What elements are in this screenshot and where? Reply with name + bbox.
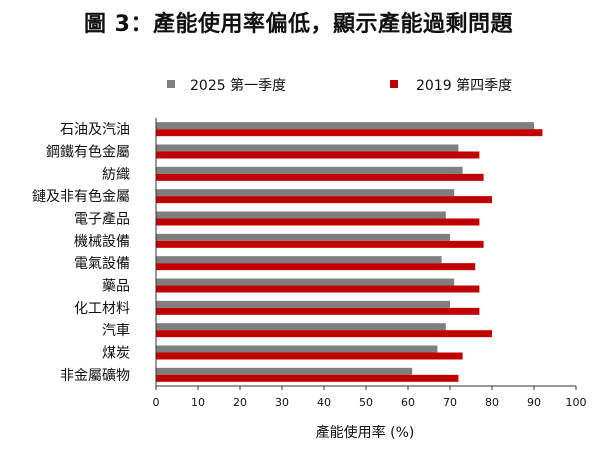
x-axis-title: 產能使用率 (%) (316, 424, 415, 441)
bar-series-1-9 (156, 300, 450, 308)
x-tick-label-4: 30 (275, 396, 289, 409)
bar-series-1-1 (156, 122, 534, 130)
bar-series-2-1 (156, 129, 543, 137)
bar-series-2-4 (156, 196, 492, 204)
bar-series-1-5 (156, 211, 446, 219)
x-tick-label-5: 40 (317, 396, 331, 409)
bar-series-1-7 (156, 256, 442, 264)
bar-series-2-10 (156, 330, 492, 338)
legend-label-series-2: 2019 第四季度 (416, 77, 512, 94)
bar-series-1-11 (156, 345, 438, 353)
bar-series-1-2 (156, 144, 459, 152)
category-label-12: 非金屬礦物 (60, 367, 130, 384)
category-label-1: 石油及汽油 (60, 122, 130, 138)
bar-series-1-6 (156, 233, 450, 241)
legend-swatch-series-1 (167, 80, 175, 88)
x-tick-label-6: 50 (359, 396, 373, 409)
bar-series-1-8 (156, 278, 455, 286)
bar-series-2-12 (156, 374, 459, 382)
bar-series-2-2 (156, 151, 480, 159)
category-label-8: 藥品 (102, 279, 130, 295)
chart-title: 圖 3：產能使用率偏低，顯示產能過剩問題 (84, 12, 513, 37)
category-label-6: 機械設備 (74, 234, 130, 250)
bar-series-1-12 (156, 367, 413, 375)
category-label-11: 煤炭 (102, 346, 130, 362)
bar-series-2-3 (156, 173, 484, 181)
category-label-2: 鋼鐵有色金屬 (46, 144, 130, 161)
bar-series-1-4 (156, 189, 455, 197)
bars-group (156, 122, 543, 382)
x-tick-label-9: 80 (485, 396, 499, 409)
x-tick-label-8: 70 (443, 396, 457, 409)
x-axis: 0 10 20 30 40 50 60 70 80 90 100 (153, 118, 587, 409)
bar-series-2-8 (156, 285, 480, 293)
bar-series-2-9 (156, 307, 480, 315)
legend-label-series-1: 2025 第一季度 (190, 77, 286, 94)
legend: 2025 第一季度 2019 第四季度 (167, 77, 512, 94)
bar-series-1-3 (156, 166, 463, 174)
category-label-10: 汽車 (102, 322, 130, 339)
bar-series-2-7 (156, 263, 476, 271)
x-tick-label-3: 20 (233, 396, 247, 409)
x-tick-label-7: 60 (401, 396, 415, 409)
bar-series-2-5 (156, 218, 480, 226)
bar-series-2-6 (156, 240, 484, 248)
category-label-7: 電氣設備 (74, 256, 130, 272)
x-tick-label-1: 0 (153, 396, 160, 409)
category-label-9: 化工材料 (74, 301, 130, 317)
category-label-4: 鏈及非有色金屬 (32, 188, 130, 205)
bar-series-2-11 (156, 352, 463, 360)
legend-swatch-series-2 (390, 80, 398, 88)
category-labels: 石油及汽油鋼鐵有色金屬紡織鏈及非有色金屬電子產品機械設備電氣設備藥品化工材料汽車… (32, 122, 130, 384)
category-label-3: 紡織 (102, 167, 130, 183)
x-tick-label-11: 100 (566, 396, 587, 409)
bar-series-1-10 (156, 323, 446, 331)
x-tick-label-10: 90 (527, 396, 541, 409)
category-label-5: 電子產品 (74, 211, 130, 228)
x-tick-label-2: 10 (191, 396, 205, 409)
